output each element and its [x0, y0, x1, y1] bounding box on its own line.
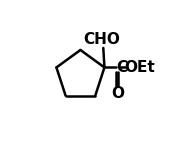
Text: O: O: [111, 86, 124, 101]
Text: CHO: CHO: [84, 32, 121, 47]
Text: OEt: OEt: [125, 60, 155, 75]
Text: C: C: [116, 60, 127, 75]
